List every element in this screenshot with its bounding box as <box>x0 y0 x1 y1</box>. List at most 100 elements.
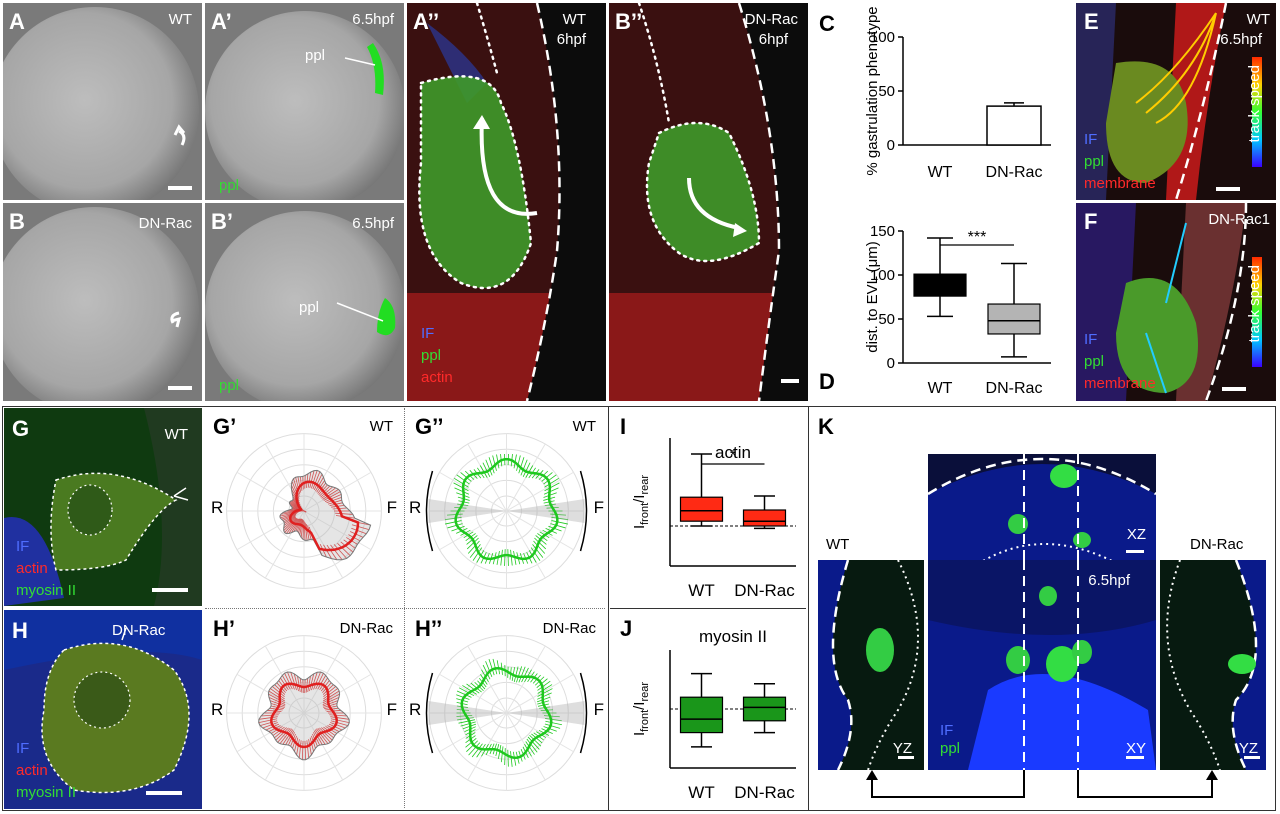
polar-error-spike <box>544 715 560 718</box>
yz-left-label: YZ <box>892 740 912 757</box>
panel-label: B <box>9 209 25 234</box>
polar-error-spike <box>518 457 525 474</box>
polar-grid-spoke <box>506 471 575 512</box>
condition-label: WT <box>168 11 192 28</box>
polar-error-spike <box>544 482 560 492</box>
polar-error-spike <box>281 513 297 520</box>
stage-label: 6hpf <box>758 31 788 48</box>
scale-bar <box>168 186 192 190</box>
polar-error-spike <box>313 730 323 745</box>
polar-error-spike <box>537 688 553 697</box>
polar-error-spike <box>504 748 506 766</box>
if-channel-label: IF <box>1084 131 1098 148</box>
polar-error-spike <box>513 666 519 683</box>
k-yz-left-view: YZ <box>818 560 924 770</box>
polar-error-spike <box>280 512 298 519</box>
polar-error-spike <box>335 512 353 515</box>
polar-error-spike <box>544 723 561 729</box>
polar-mean-line <box>270 682 338 749</box>
condition-label: DN-Rac1 <box>1208 211 1270 228</box>
polar-error-spike <box>297 476 302 493</box>
polar-error-spike <box>309 673 315 692</box>
cell-track <box>1145 222 1187 394</box>
y-axis-label: % gastrulation phenotype <box>864 6 881 175</box>
scale-bar <box>152 588 188 592</box>
panel-g: G WT IF actin myosin II <box>4 408 202 606</box>
if-channel-label: IF <box>16 740 30 757</box>
colorbar-label: track speed <box>1246 65 1263 143</box>
polar-plot-g-double-prime <box>425 433 588 589</box>
polar-error-spike <box>322 690 340 702</box>
polar-plot-g-prime <box>226 433 382 589</box>
polar-error-spike <box>281 675 291 690</box>
significance-marker: * <box>730 448 736 465</box>
polar-error-spike <box>550 523 566 529</box>
panel-label: K <box>818 414 834 439</box>
track-speed-colorbar <box>1252 257 1262 367</box>
polar-error-spike <box>326 496 342 504</box>
polar-error-spike <box>330 716 350 720</box>
polar-error-spike <box>447 523 463 529</box>
front-label: F <box>386 498 397 517</box>
polar-error-spike <box>456 474 470 485</box>
rear-arc <box>425 470 434 552</box>
polar-grid-spoke <box>303 510 372 551</box>
polar-grid-spoke <box>303 712 344 781</box>
x-tick-label: WT <box>928 380 953 397</box>
polar-error-spike <box>527 736 540 750</box>
colorbar-label: track speed <box>1246 265 1263 343</box>
polar-grid-spoke <box>438 673 507 714</box>
polar-error-spike <box>444 520 462 525</box>
y-tick-label: 50 <box>878 83 895 100</box>
panel-k: K XZ YZ WT <box>810 408 1274 809</box>
polar-error-spike <box>307 471 312 488</box>
panel-i: I WT DN-Rac * actin Ifront/Irear <box>610 408 806 606</box>
ppl-channel-label: ppl <box>219 377 240 394</box>
box <box>742 509 787 527</box>
polar-error-spike <box>309 470 315 488</box>
projection-arrows <box>866 770 1218 798</box>
polar-error-spike <box>453 482 469 492</box>
polar-error-spike <box>457 717 474 721</box>
panel-label: H’ <box>213 616 235 641</box>
bar <box>986 105 1042 146</box>
migration-arrow <box>173 124 186 146</box>
polar-error-spike <box>311 672 318 691</box>
scale-bar <box>1222 387 1246 391</box>
polar-error-spike <box>303 521 306 541</box>
polar-error-spike <box>534 537 547 550</box>
polar-error-spike <box>286 518 299 534</box>
migration-arrow <box>479 117 538 216</box>
polar-error-spike <box>488 457 495 474</box>
polar-error-spike <box>351 527 367 535</box>
polar-error-spike <box>500 746 504 763</box>
polar-error-spike <box>314 729 326 745</box>
confocal-image-b-double-prime <box>609 3 808 401</box>
polar-error-spike <box>330 722 346 729</box>
actin-channel-label: actin <box>421 369 453 386</box>
divider <box>610 608 806 609</box>
polar-error-spike <box>550 513 567 516</box>
panel-label: B’ <box>211 209 233 234</box>
panel-g-prime: G’ WT R F <box>205 408 403 606</box>
polar-error-spike <box>306 740 310 759</box>
y-tick-label: 150 <box>870 223 895 240</box>
polar-grid-spoke <box>438 712 507 753</box>
polar-error-spike <box>333 544 347 559</box>
polar-error-spike <box>288 518 300 534</box>
front-label: F <box>386 700 397 719</box>
polar-error-spike <box>300 519 304 538</box>
polar-error-spike <box>456 690 472 698</box>
polar-error-spike <box>321 727 334 739</box>
polar-error-spike <box>279 511 299 517</box>
ppl-channel-label: ppl <box>1084 153 1105 170</box>
confocal-image-a-double-prime <box>407 3 606 401</box>
box <box>987 303 1041 335</box>
k-xz-view: XZ <box>928 454 1156 564</box>
if-channel-label: IF <box>421 325 435 342</box>
polar-error-spike <box>287 671 295 690</box>
front-label: F <box>593 498 604 517</box>
polar-mean-line <box>460 666 553 760</box>
panel-label: G’ <box>213 414 237 439</box>
actin-channel-label: actin <box>16 762 48 779</box>
